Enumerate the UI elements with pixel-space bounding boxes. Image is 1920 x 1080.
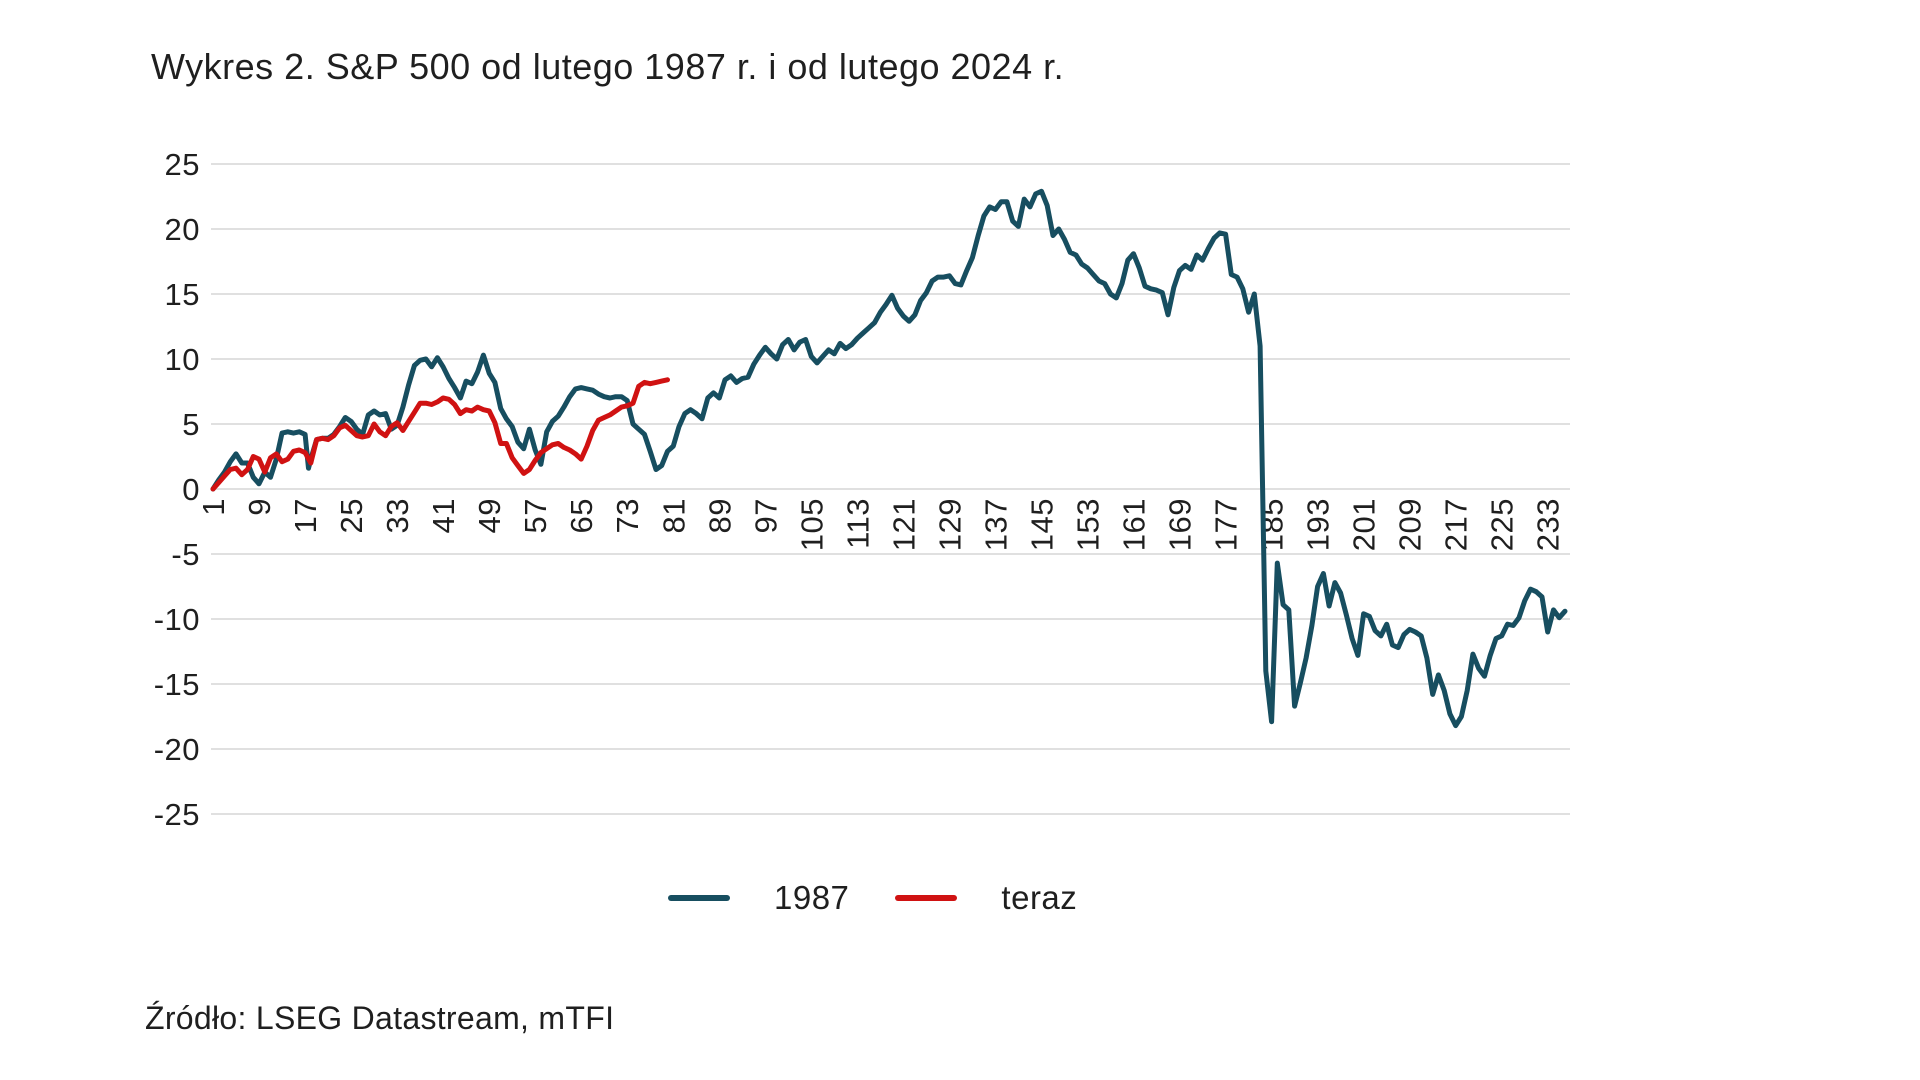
x-tick-label-81: 81 [656,498,691,533]
x-tick-label-73: 73 [610,498,645,533]
legend-label-1987: 1987 [774,879,850,916]
x-tick-label-161: 161 [1117,498,1152,551]
x-tick-label-169: 169 [1163,498,1198,551]
x-tick-label-129: 129 [932,498,967,551]
x-tick-label-225: 225 [1485,498,1520,551]
x-tick-label-9: 9 [242,498,277,516]
legend-item-1987: 1987 [668,879,849,917]
x-tick-label-193: 193 [1301,498,1336,551]
y-tick-label-20: 20 [165,212,200,247]
x-tick-label-89: 89 [702,498,737,533]
x-tick-label-33: 33 [380,498,415,533]
legend-line-swatch-teraz [895,895,958,901]
x-tick-label-41: 41 [426,498,461,533]
x-tick-label-65: 65 [564,498,599,533]
y-tick-label--15: -15 [154,667,200,702]
source-note: Źródło: LSEG Datastream, mTFI [145,1000,615,1036]
x-tick-label-233: 233 [1531,498,1566,551]
y-tick-label-10: 10 [165,342,200,377]
x-tick-label-1: 1 [196,498,231,516]
y-tick-label--5: -5 [171,537,200,572]
y-tick-label-0: 0 [182,472,200,507]
x-tick-label-57: 57 [518,498,553,533]
x-tick-label-25: 25 [334,498,369,533]
x-tick-label-121: 121 [886,498,921,551]
x-tick-label-137: 137 [978,498,1013,551]
x-tick-label-97: 97 [748,498,783,533]
x-tick-label-113: 113 [840,498,875,549]
y-tick-label--25: -25 [154,797,200,832]
chart-legend: 1987 teraz [668,876,1077,920]
x-tick-label-145: 145 [1024,498,1059,551]
x-tick-label-153: 153 [1070,498,1105,551]
y-tick-label-15: 15 [165,277,200,312]
x-tick-label-17: 17 [288,498,323,533]
chart-title: Wykres 2. S&P 500 od lutego 1987 r. i od… [151,46,1065,87]
x-tick-label-105: 105 [794,498,829,551]
series-line-teraz [210,377,670,492]
series-line-1987 [210,188,1568,729]
legend-label-teraz: teraz [1001,879,1078,916]
x-tick-label-217: 217 [1439,498,1474,551]
x-tick-label-201: 201 [1347,498,1382,551]
x-tick-label-209: 209 [1393,498,1428,551]
y-tick-label-5: 5 [182,407,200,442]
x-tick-label-185: 185 [1255,498,1290,551]
legend-item-teraz: teraz [895,879,1077,917]
legend-line-swatch-1987 [668,895,730,901]
x-axis-tick-labels: 1 9 17 25 33 41 49 57 65 73 81 89 97 105 113 121 129 137 1… [196,498,1566,551]
y-tick-label--10: -10 [154,602,200,637]
gridlines [211,163,1570,815]
x-tick-label-177: 177 [1209,498,1244,551]
y-tick-label-25: 25 [165,147,200,182]
x-tick-label-49: 49 [472,498,507,533]
y-axis-tick-labels: 25 20 15 10 5 0 -5 -10 -15 -20 -25 [154,147,200,832]
y-tick-label--20: -20 [154,732,200,767]
